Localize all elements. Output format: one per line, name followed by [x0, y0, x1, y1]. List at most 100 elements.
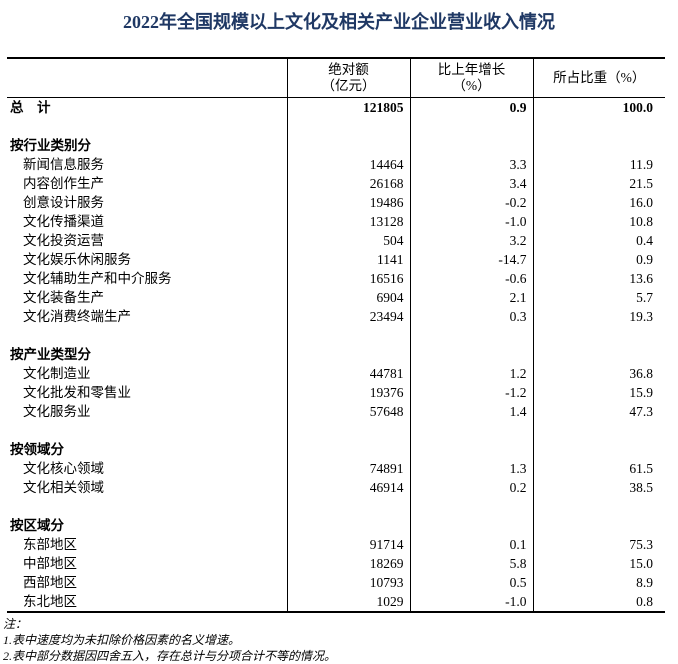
spacer-row: [7, 421, 665, 440]
cell-abs: 74891: [286, 459, 410, 478]
cell-share: 13.6: [532, 269, 665, 288]
row-label: 东北地区: [23, 594, 77, 609]
cell-abs: 18269: [286, 554, 410, 573]
row-label: 文化批发和零售业: [23, 385, 131, 400]
cell-growth: [409, 421, 533, 440]
cell-abs: 26168: [286, 174, 410, 193]
cell-growth: [409, 516, 533, 535]
table-row: 中部地区 18269 5.8 15.0: [7, 554, 665, 573]
cell-share: 61.5: [532, 459, 665, 478]
table-row: 东部地区 91714 0.1 75.3: [7, 535, 665, 554]
notes: 注： 1.表中速度均为未扣除价格因素的名义增速。 2.表中部分数据因四舍五入，存…: [3, 616, 678, 664]
total-row: 总 计 121805 0.9 100.0: [7, 97, 665, 117]
row-label: 文化服务业: [23, 404, 91, 419]
row-label: 新闻信息服务: [23, 157, 104, 172]
table-row: 文化服务业 57648 1.4 47.3: [7, 402, 665, 421]
cell-share: 0.8: [532, 592, 665, 612]
cell-growth: 5.8: [409, 554, 533, 573]
section-row: 按区域分: [7, 516, 665, 535]
note-item-1: 1.表中速度均为未扣除价格因素的名义增速。: [3, 633, 241, 647]
row-label: 中部地区: [23, 556, 77, 571]
cell-share: [532, 497, 665, 516]
cell-growth: 3.3: [409, 155, 533, 174]
table-row: 内容创作生产 26168 3.4 21.5: [7, 174, 665, 193]
cell-share: [532, 136, 665, 155]
cell-abs: [286, 136, 410, 155]
cell-abs: [286, 345, 410, 364]
row-label: [7, 421, 287, 440]
cell-share: 0.4: [532, 231, 665, 250]
cell-abs: [286, 421, 410, 440]
section-row: 按领域分: [7, 440, 665, 459]
row-label: [7, 117, 287, 136]
cell-growth: 0.9: [409, 97, 533, 117]
cell-abs: [286, 326, 410, 345]
cell-abs: 1029: [286, 592, 410, 612]
table-row: 文化消费终端生产 23494 0.3 19.3: [7, 307, 665, 326]
cell-abs: [286, 497, 410, 516]
cell-abs: 57648: [286, 402, 410, 421]
cell-share: 8.9: [532, 573, 665, 592]
table-row: 文化投资运营 504 3.2 0.4: [7, 231, 665, 250]
cell-growth: 3.4: [409, 174, 533, 193]
cell-share: 11.9: [532, 155, 665, 174]
cell-growth: 1.4: [409, 402, 533, 421]
page-title: 2022年全国规模以上文化及相关产业企业营业收入情况: [123, 12, 555, 32]
row-label: 文化核心领域: [23, 461, 104, 476]
note-item-2: 2.表中部分数据因四舍五入，存在总计与分项合计不等的情况。: [3, 649, 337, 663]
cell-growth: -1.2: [409, 383, 533, 402]
table-body: 总 计 121805 0.9 100.0 按行业类别分 新闻信息服务 14464 3.3 11.…: [7, 97, 665, 612]
row-label: 文化消费终端生产: [23, 309, 131, 324]
row-label: 总 计: [10, 100, 51, 115]
cell-share: 15.0: [532, 554, 665, 573]
table-row: 东北地区 1029 -1.0 0.8: [7, 592, 665, 612]
row-label: 创意设计服务: [23, 195, 104, 210]
cell-abs: 13128: [286, 212, 410, 231]
row-label: 按领域分: [10, 442, 64, 457]
cell-growth: -1.0: [409, 212, 533, 231]
cell-growth: [409, 497, 533, 516]
cell-growth: -0.6: [409, 269, 533, 288]
cell-growth: 0.5: [409, 573, 533, 592]
spacer-row: [7, 326, 665, 345]
row-label: 文化辅助生产和中介服务: [23, 271, 172, 286]
cell-abs: 46914: [286, 478, 410, 497]
cell-growth: -0.2: [409, 193, 533, 212]
cell-growth: 1.3: [409, 459, 533, 478]
cell-abs: 504: [286, 231, 410, 250]
row-label: 按行业类别分: [10, 138, 91, 153]
row-label: 文化制造业: [23, 366, 91, 381]
cell-share: [532, 421, 665, 440]
cell-share: 15.9: [532, 383, 665, 402]
cell-abs: 121805: [286, 97, 410, 117]
spacer-row: [7, 497, 665, 516]
cell-growth: 3.2: [409, 231, 533, 250]
cell-abs: 91714: [286, 535, 410, 554]
row-label: 文化娱乐休闲服务: [23, 252, 131, 267]
cell-abs: 1141: [286, 250, 410, 269]
table-row: 西部地区 10793 0.5 8.9: [7, 573, 665, 592]
column-header-category: [7, 58, 287, 98]
column-header-growth: 比上年增长 （%）: [409, 58, 533, 98]
cell-abs: 19486: [286, 193, 410, 212]
column-header-share: 所占比重（%）: [532, 58, 665, 98]
cell-share: [532, 117, 665, 136]
cell-growth: 0.3: [409, 307, 533, 326]
cell-share: 16.0: [532, 193, 665, 212]
row-label: 按产业类型分: [10, 347, 91, 362]
cell-growth: 1.2: [409, 364, 533, 383]
cell-share: 21.5: [532, 174, 665, 193]
row-label: 文化传播渠道: [23, 214, 104, 229]
row-label: 文化投资运营: [23, 233, 104, 248]
cell-growth: -1.0: [409, 592, 533, 612]
cell-growth: -14.7: [409, 250, 533, 269]
cell-share: 75.3: [532, 535, 665, 554]
cell-abs: [286, 117, 410, 136]
cell-share: 0.9: [532, 250, 665, 269]
cell-share: [532, 326, 665, 345]
table-row: 创意设计服务 19486 -0.2 16.0: [7, 193, 665, 212]
cell-abs: 23494: [286, 307, 410, 326]
cell-abs: [286, 440, 410, 459]
header-row: 绝对额 （亿元） 比上年增长 （%） 所占比重（%）: [7, 58, 665, 98]
cell-growth: [409, 117, 533, 136]
